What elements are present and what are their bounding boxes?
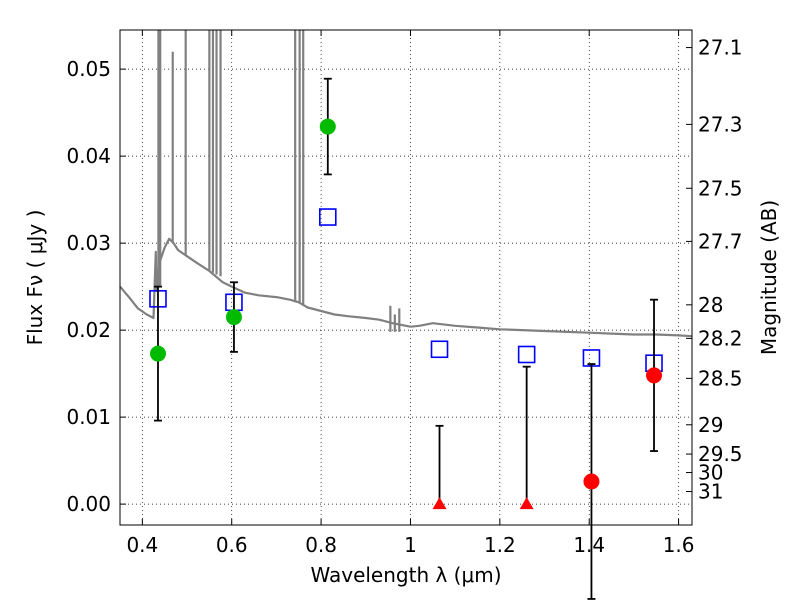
y-tick-label: 0.00 — [66, 492, 111, 516]
x-tick-label: 0.6 — [216, 533, 248, 557]
x-tick-label: 0.8 — [305, 533, 337, 557]
y-tick-label: 0.02 — [66, 318, 111, 342]
data-point-marker — [319, 118, 336, 135]
upper-limit-marker — [519, 497, 534, 510]
y-tick-label: 0.01 — [66, 405, 111, 429]
mag-tick-label: 31 — [698, 480, 723, 504]
mag-tick-label: 29 — [698, 413, 723, 437]
mag-tick-label: 29.5 — [698, 442, 743, 466]
y-axis-title: Flux Fν ( μJy ) — [23, 210, 47, 346]
mag-tick-label: 27.5 — [698, 176, 743, 200]
x-tick-label: 1.2 — [484, 533, 516, 557]
upper-limit-marker — [432, 497, 447, 510]
mag-tick-label: 27.3 — [698, 112, 743, 136]
mag-tick-label: 28.2 — [698, 326, 743, 350]
axis-ticks: 0.4 0.6 0.8 1 1.2 1.4 1.6 0.00 0.01 0.02 0.03 0.04 0… — [66, 30, 743, 557]
x-tick-label: 1 — [404, 533, 417, 557]
model-square-marker — [430, 340, 449, 359]
x-tick-label: 0.4 — [126, 533, 158, 557]
mag-tick-label: 27.1 — [698, 36, 743, 60]
data-point-marker — [225, 309, 242, 326]
y-tick-label: 0.03 — [66, 231, 111, 255]
data-point-marker — [149, 345, 166, 362]
data-point-marker — [646, 367, 663, 384]
template-line — [119, 237, 693, 338]
mag-tick-label: 28.5 — [698, 366, 743, 390]
plot-series — [119, 30, 693, 600]
right-axis-title: Magnitude (AB) — [757, 200, 781, 355]
data-point-marker — [583, 473, 600, 490]
y-tick-label: 0.05 — [66, 57, 111, 81]
grid-lines — [120, 30, 692, 525]
model-square-marker — [517, 345, 536, 364]
plot-frame — [119, 29, 693, 526]
mag-tick-label: 28 — [698, 293, 723, 317]
mag-tick-label: 27.7 — [698, 229, 743, 253]
x-axis-title: Wavelength λ (μm) — [310, 563, 501, 587]
x-tick-label: 1.6 — [663, 533, 695, 557]
x-tick-label: 1.4 — [573, 533, 605, 557]
y-tick-label: 0.04 — [66, 144, 111, 168]
model-square-marker — [318, 208, 337, 226]
mag-tick-label: 30 — [698, 461, 723, 485]
